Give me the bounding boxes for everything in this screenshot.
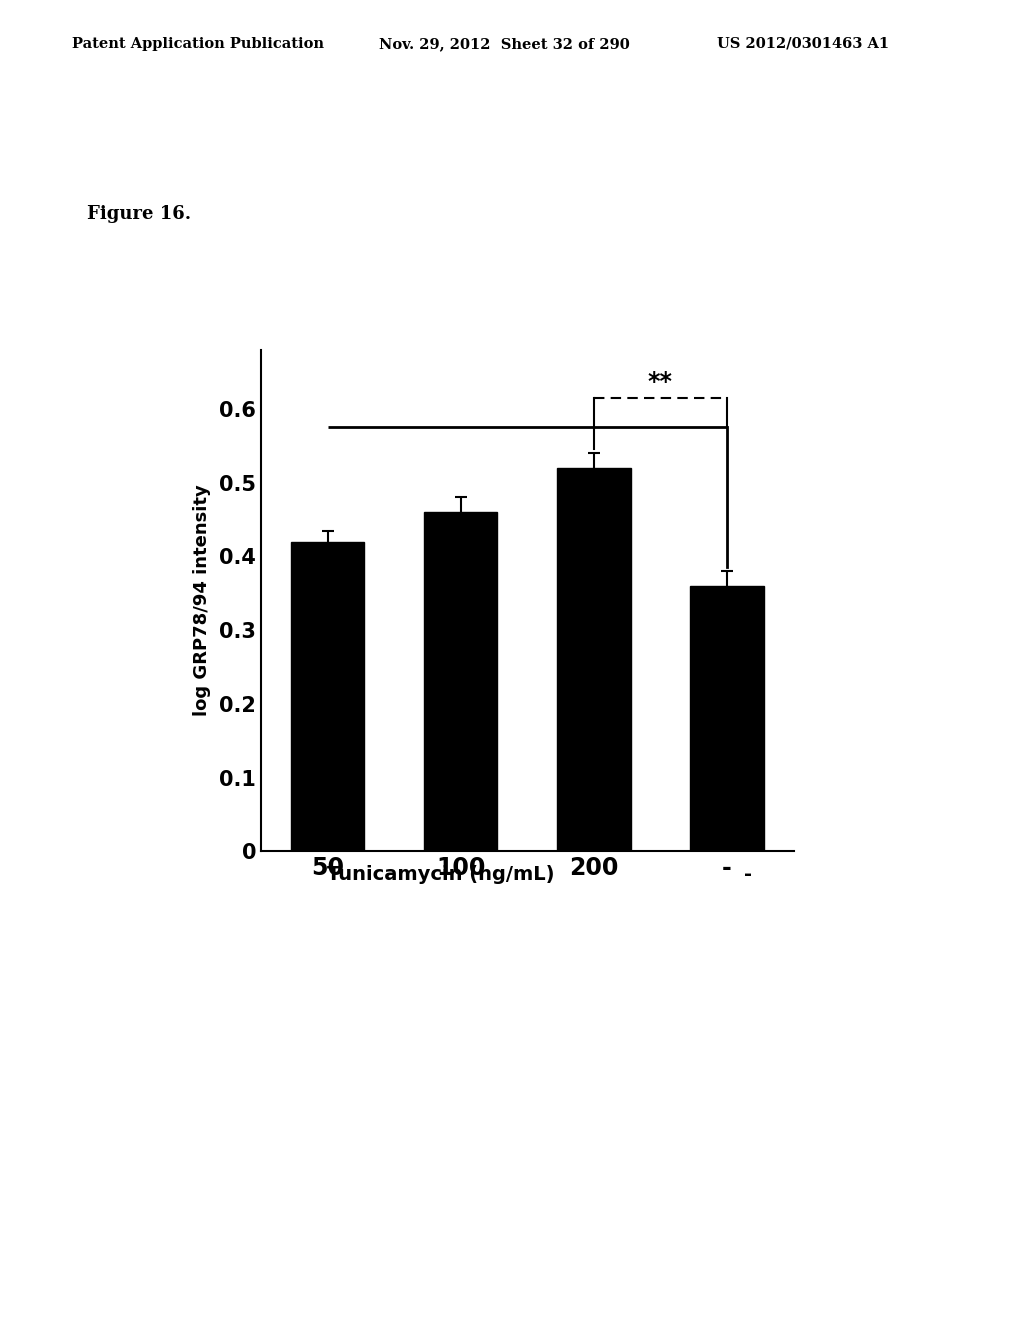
Text: US 2012/0301463 A1: US 2012/0301463 A1 bbox=[717, 37, 889, 51]
Text: Patent Application Publication: Patent Application Publication bbox=[72, 37, 324, 51]
Bar bbox=[291, 541, 365, 851]
Y-axis label: log GRP78/94 intensity: log GRP78/94 intensity bbox=[193, 484, 211, 717]
Text: Tunicamycin (ng/mL): Tunicamycin (ng/mL) bbox=[327, 865, 554, 883]
Text: Figure 16.: Figure 16. bbox=[87, 205, 191, 223]
Bar bbox=[424, 512, 498, 851]
Text: **: ** bbox=[648, 370, 673, 395]
Bar bbox=[690, 586, 764, 851]
Bar bbox=[557, 467, 631, 851]
Text: Nov. 29, 2012  Sheet 32 of 290: Nov. 29, 2012 Sheet 32 of 290 bbox=[379, 37, 630, 51]
Text: -: - bbox=[743, 865, 752, 883]
